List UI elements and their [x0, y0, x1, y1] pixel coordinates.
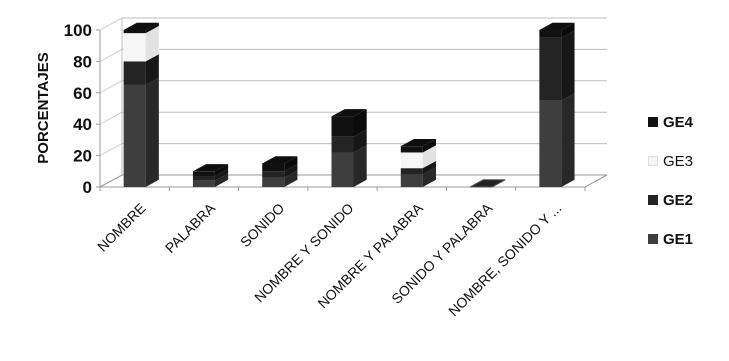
bar-side [422, 167, 436, 187]
bar-front [123, 33, 146, 62]
x-tick-label: PALABRA [162, 199, 219, 256]
bar-front [331, 152, 354, 187]
bar-side [284, 156, 298, 172]
bar-side [145, 22, 159, 34]
bar-side [422, 160, 436, 175]
y-tick-label: 20 [73, 147, 92, 166]
bar-front [262, 171, 285, 178]
bar-front [123, 30, 146, 34]
bar-side [214, 164, 229, 177]
bar-front [123, 84, 146, 187]
legend-swatch-ge3 [648, 156, 658, 166]
legend: GE4 GE3 GE2 GE1 [648, 112, 726, 268]
bar-front [262, 163, 285, 172]
legend-label-ge3: GE3 [663, 152, 694, 170]
legend-item-ge1: GE1 [648, 229, 726, 249]
bar-side [145, 25, 159, 62]
y-tick-label: 40 [73, 115, 92, 134]
bar-front [262, 177, 285, 187]
bar-side [214, 173, 229, 187]
bar-top [539, 22, 575, 30]
bar-top [123, 22, 159, 30]
bar-front [192, 171, 215, 177]
bar-top [400, 138, 436, 147]
legend-swatch-ge1 [648, 234, 658, 244]
bar-front [400, 146, 423, 153]
legend-swatch-ge4 [648, 117, 658, 127]
bar-side [145, 54, 159, 85]
bar-side [561, 93, 575, 187]
legend-item-ge4: GE4 [648, 112, 726, 132]
bar-side [422, 145, 436, 169]
bar-front [331, 136, 354, 153]
bar-side [561, 22, 575, 38]
y-tick-label: 60 [73, 84, 92, 103]
legend-label-ge2: GE2 [663, 191, 694, 209]
bar-side [353, 145, 367, 187]
legend-swatch-ge2 [648, 195, 658, 205]
gridline-side [99, 143, 123, 157]
bar-side [422, 138, 436, 153]
y-tick-label: 80 [73, 52, 92, 71]
y-axis-title: PORCENTAJES [35, 52, 52, 163]
bar-front [192, 180, 215, 187]
legend-item-ge3: GE3 [648, 151, 726, 171]
bar-side [353, 129, 367, 153]
legend-label-ge4: GE4 [663, 113, 694, 131]
bar-top [192, 164, 229, 172]
x-tick-label: NOMBRE, SONIDO Y ... [445, 200, 564, 319]
bar-side [561, 30, 575, 101]
x-tick-label: SONIDO [237, 200, 287, 250]
bar-side [284, 170, 298, 187]
bar-front [539, 37, 562, 101]
bar-top [469, 179, 506, 188]
bar-front [400, 168, 423, 175]
y-tick-label: 100 [64, 21, 92, 40]
legend-item-ge2: GE2 [648, 190, 726, 210]
gridline-side [99, 80, 123, 94]
bar-side [145, 77, 159, 187]
legend-label-ge1: GE1 [663, 230, 694, 248]
bar-side [284, 164, 298, 178]
x-tick-label: NOMBRE [94, 200, 149, 255]
y-tick-label: 0 [83, 178, 92, 197]
bar-front [400, 174, 423, 187]
bar-front [539, 100, 562, 187]
gridline-side [99, 111, 123, 125]
bar-front [331, 116, 354, 137]
bar-front [400, 152, 423, 169]
bar-front [192, 176, 215, 181]
gridline-side [99, 17, 123, 31]
bar-front [123, 61, 146, 85]
bar-top [331, 109, 367, 117]
bar-top [262, 156, 298, 164]
gridline-side [99, 48, 123, 62]
bar-side [214, 168, 229, 181]
bar-side [353, 109, 367, 137]
bar-front [539, 30, 562, 38]
